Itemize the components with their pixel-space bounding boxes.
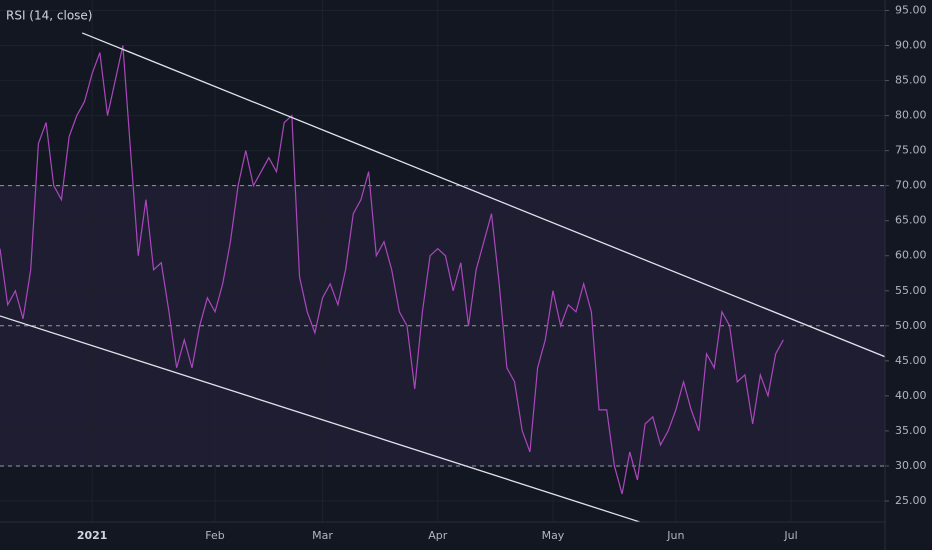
y-tick-label: 90.00 <box>895 39 927 52</box>
indicator-title: RSI (14, close) <box>6 9 92 23</box>
y-tick-label: 95.00 <box>895 4 927 17</box>
rsi-line <box>0 45 784 495</box>
x-tick-label: 2021 <box>77 529 108 542</box>
y-tick-label: 30.00 <box>895 459 927 472</box>
trendline <box>81 32 885 358</box>
x-tick-label: Apr <box>428 529 448 542</box>
y-tick-label: 70.00 <box>895 179 927 192</box>
y-tick-label: 25.00 <box>895 494 927 507</box>
x-tick-label: Jun <box>666 529 684 542</box>
y-tick-label: 50.00 <box>895 319 927 332</box>
y-tick-label: 45.00 <box>895 354 927 367</box>
y-tick-label: 35.00 <box>895 424 927 437</box>
y-tick-label: 85.00 <box>895 74 927 87</box>
y-tick-label: 75.00 <box>895 144 927 157</box>
y-tick-label: 65.00 <box>895 214 927 227</box>
x-tick-label: Feb <box>205 529 224 542</box>
y-tick-label: 80.00 <box>895 109 927 122</box>
y-tick-label: 40.00 <box>895 389 927 402</box>
x-tick-label: Mar <box>312 529 333 542</box>
plot-area <box>0 0 885 522</box>
x-tick-label: May <box>542 529 565 542</box>
y-tick-label: 60.00 <box>895 249 927 262</box>
y-tick-label: 55.00 <box>895 284 927 297</box>
x-tick-label: Jul <box>783 529 797 542</box>
trendline <box>0 315 642 522</box>
